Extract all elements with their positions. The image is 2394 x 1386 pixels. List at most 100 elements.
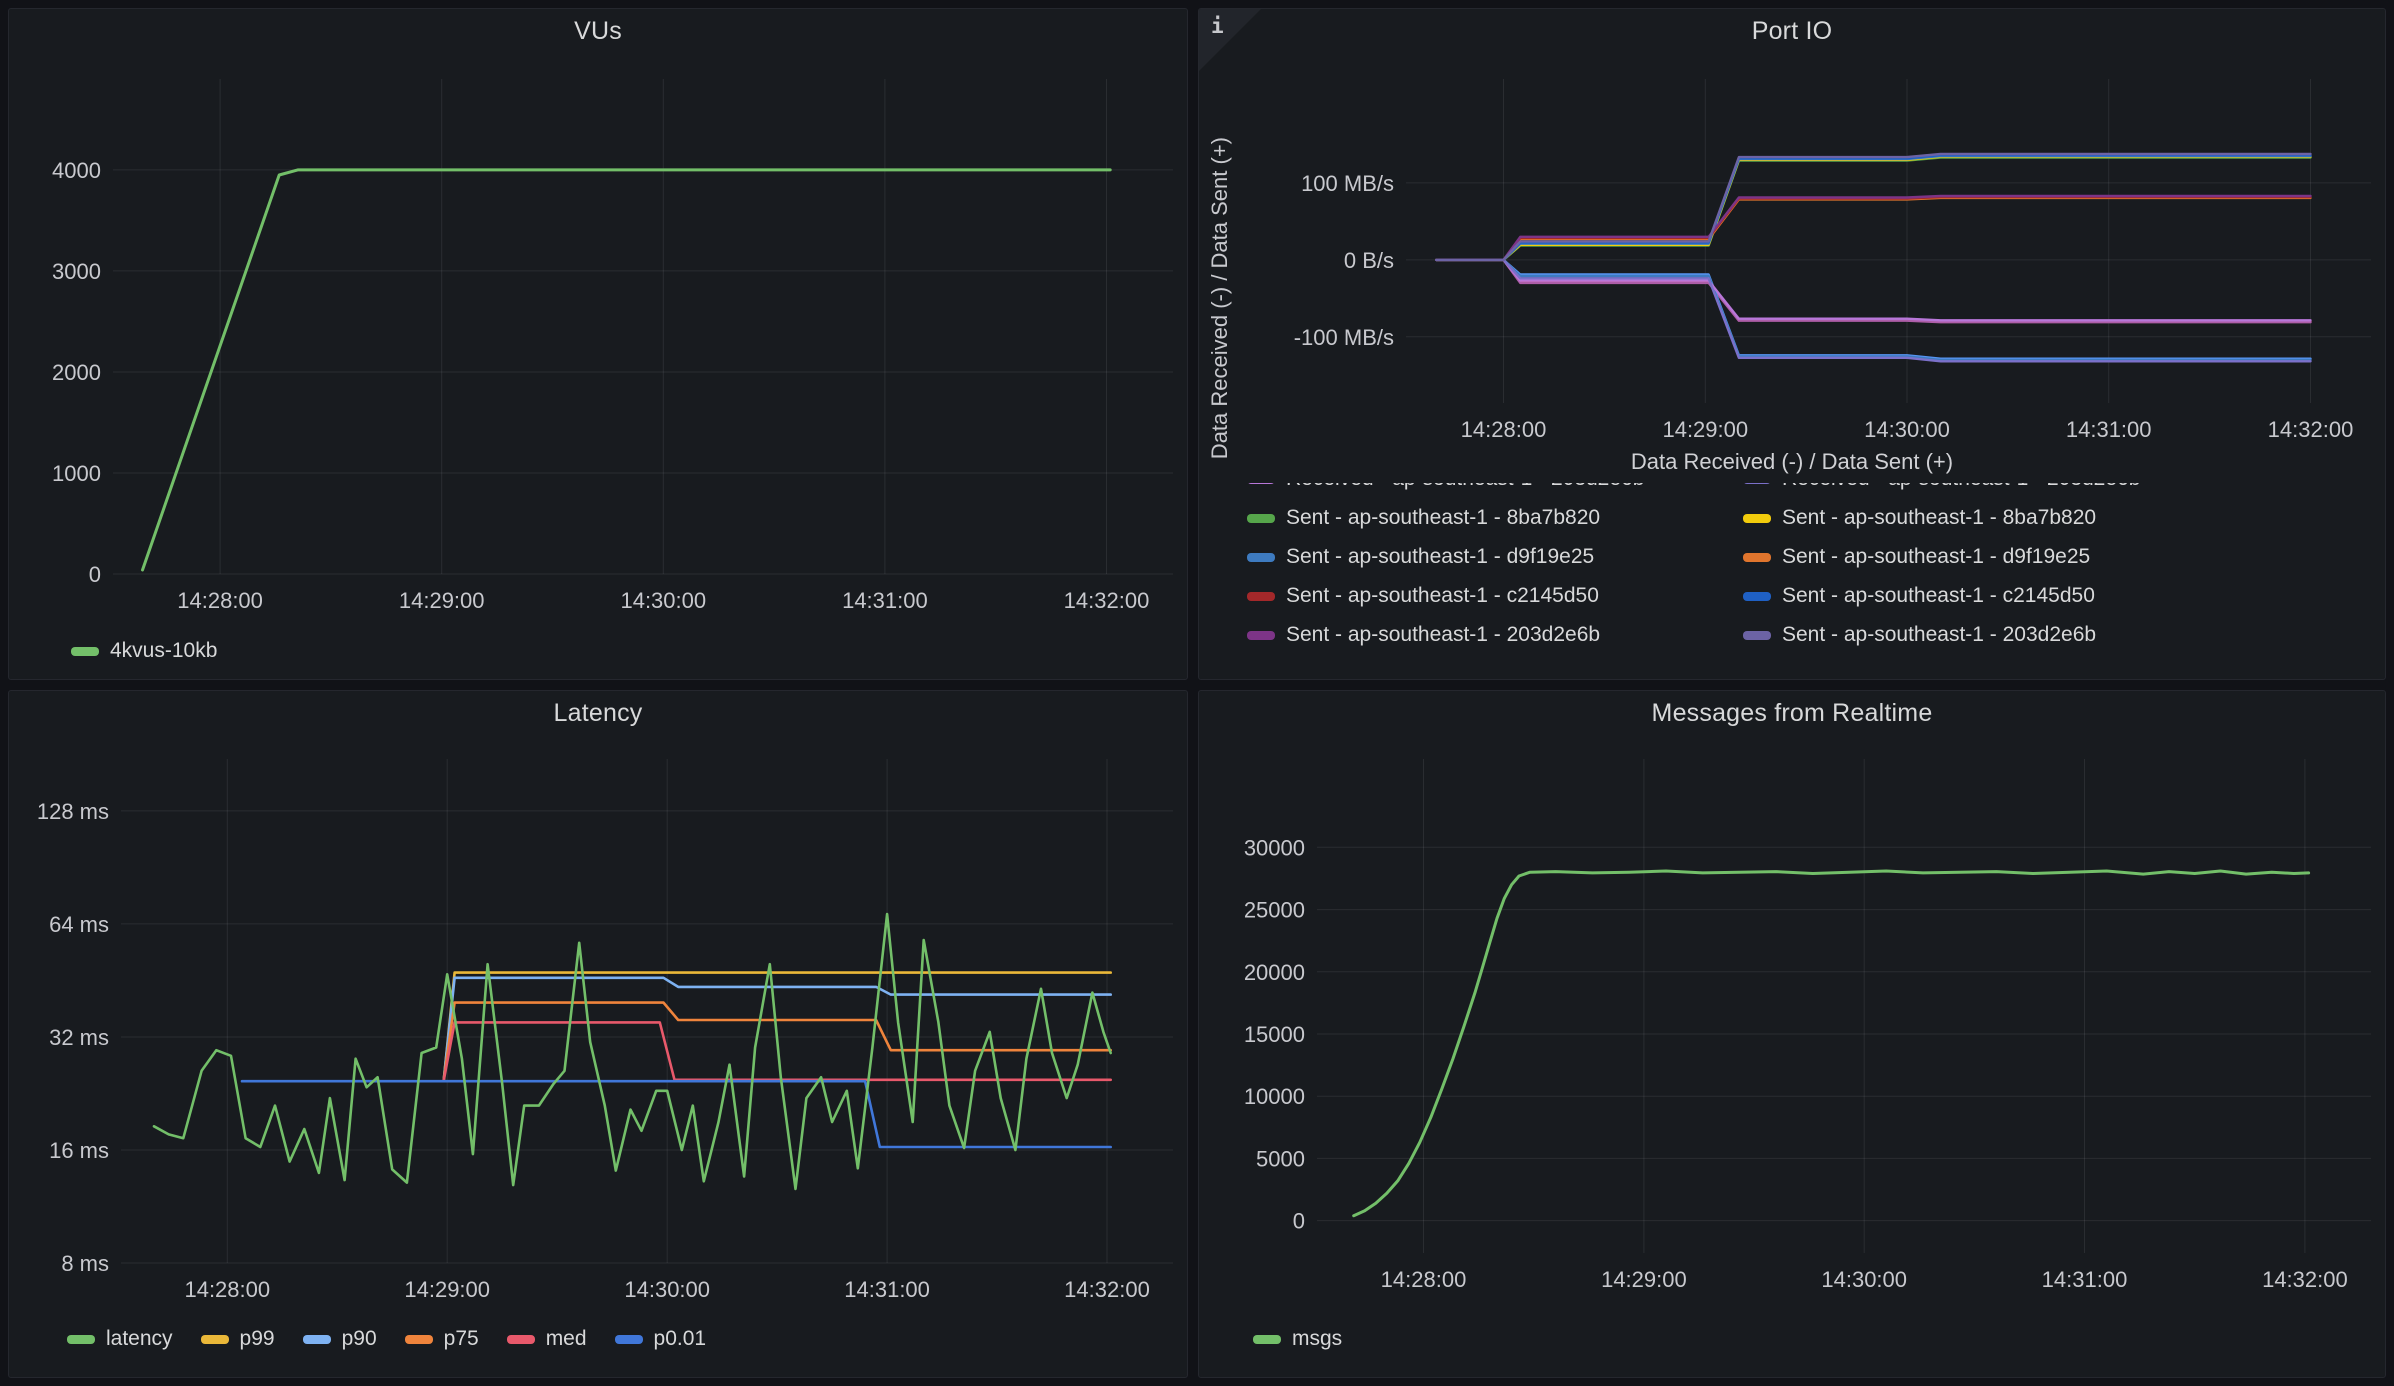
legend-item[interactable]: Sent - ap-southeast-1 - 203d2e6b (1247, 623, 1743, 647)
latency-chart[interactable]: 14:28:00 14:29:00 14:30:00 14:31:00 14:32:00… (9, 731, 1187, 1306)
series-received-ap-southeast-1-203d2e6b (1435, 258, 2312, 363)
legend-item[interactable]: p90 (302, 1327, 377, 1351)
legend-item[interactable]: p0.01 (614, 1327, 707, 1351)
legend-item[interactable]: Sent - ap-southeast-1 - c2145d50 (1247, 584, 1743, 608)
legend-label: med (545, 1327, 587, 1350)
legend-item[interactable]: Sent - ap-southeast-1 - c2145d50 (1743, 584, 2140, 608)
legend-label: p75 (443, 1327, 479, 1350)
svg-text:10000: 10000 (1244, 1084, 1305, 1109)
legend-swatch (1743, 591, 1771, 601)
series-sent-ap-southeast-1-d9f19e25 (1435, 154, 2312, 262)
legend-item[interactable]: Sent - ap-southeast-1 - 8ba7b820 (1743, 506, 2140, 530)
legend-swatch (1743, 483, 1771, 484)
legend-item[interactable]: Sent - ap-southeast-1 - d9f19e25 (1743, 545, 2140, 569)
svg-text:14:30:00: 14:30:00 (1821, 1267, 1907, 1292)
svg-text:0: 0 (89, 562, 101, 587)
svg-text:2000: 2000 (52, 360, 101, 385)
svg-text:14:31:00: 14:31:00 (2042, 1267, 2128, 1292)
series-sent-ap-southeast-1-203d2e6b (1435, 152, 2312, 262)
series-latency (152, 912, 1112, 1191)
legend-swatch (200, 1334, 229, 1344)
legend-label: Sent - ap-southeast-1 - c2145d50 (1286, 584, 1599, 607)
legend-swatch (1253, 1334, 1281, 1344)
legend-item[interactable]: 4kvus-10kb (71, 639, 217, 663)
legend-item[interactable]: Received - ap-southeast-1 - 203d2e6b (1247, 483, 1743, 491)
svg-text:25000: 25000 (1244, 898, 1305, 923)
legend-item[interactable]: msgs (1253, 1327, 1342, 1351)
svg-text:5000: 5000 (1256, 1146, 1305, 1171)
svg-text:14:29:00: 14:29:00 (1601, 1267, 1687, 1292)
legend-swatch (302, 1334, 331, 1344)
svg-text:-100 MB/s: -100 MB/s (1294, 325, 1394, 350)
legend-swatch (1247, 630, 1275, 640)
info-icon[interactable]: i (1211, 14, 1224, 38)
latency-legend: latency p99 p90 p75 med p0.01 (67, 1327, 706, 1351)
panel-title-messages[interactable]: Messages from Realtime (1651, 698, 1933, 727)
legend-label: Sent - ap-southeast-1 - 8ba7b820 (1286, 506, 1601, 529)
legend-item[interactable]: p75 (404, 1327, 479, 1351)
legend-swatch (1247, 552, 1275, 562)
legend-item[interactable]: Sent - ap-southeast-1 - d9f19e25 (1247, 545, 1743, 569)
svg-text:14:30:00: 14:30:00 (1864, 417, 1950, 442)
svg-text:4000: 4000 (52, 158, 101, 183)
series-msgs (1352, 869, 2311, 1218)
legend-label: Received - ap-southeast-1 - 203d2e6b (1286, 483, 1644, 491)
svg-text:0: 0 (1293, 1209, 1305, 1234)
legend-swatch (506, 1334, 535, 1344)
legend-swatch (67, 1334, 95, 1344)
legend-label: Received - ap-southeast-1 - 203d2e6b (1782, 483, 2140, 491)
svg-text:14:28:00: 14:28:00 (184, 1277, 270, 1302)
legend-label: p0.01 (653, 1327, 707, 1350)
panel-title-port-io[interactable]: Port IO (1751, 16, 1833, 45)
legend-label: Sent - ap-southeast-1 - 203d2e6b (1286, 623, 1601, 646)
panel-port-io: i Port IO Data Received (-) / Data Sent … (1198, 8, 2386, 680)
series-mirror-pink (1435, 258, 2312, 323)
svg-text:8 ms: 8 ms (61, 1251, 109, 1276)
port-io-chart[interactable]: 14:28:00 14:29:00 14:30:00 14:31:00 14:32:00… (1199, 49, 2385, 459)
panel-title-vus[interactable]: VUs (574, 16, 622, 45)
legend-item[interactable]: Sent - ap-southeast-1 - 8ba7b820 (1247, 506, 1743, 530)
series-mirror-lightblue (1435, 258, 2312, 360)
legend-swatch (1743, 513, 1771, 523)
svg-text:14:29:00: 14:29:00 (1662, 417, 1748, 442)
vus-chart[interactable]: 14:28:00 14:29:00 14:30:00 14:31:00 14:32:00… (9, 49, 1187, 624)
svg-text:14:32:00: 14:32:00 (1064, 1277, 1150, 1302)
messages-chart[interactable]: 14:28:00 14:29:00 14:30:00 14:31:00 14:32:00… (1199, 731, 2385, 1303)
legend-item[interactable]: med (506, 1327, 587, 1351)
series-sent-ap-southeast-1-c2145d50 (1435, 195, 2312, 262)
panel-info-corner[interactable] (1199, 9, 1261, 71)
svg-text:30000: 30000 (1244, 835, 1305, 860)
series-sent-ap-southeast-1-203d2e6b (1435, 194, 2312, 262)
legend-label: Sent - ap-southeast-1 - d9f19e25 (1782, 545, 2091, 568)
vus-legend: 4kvus-10kb (71, 639, 217, 663)
legend-item[interactable]: Sent - ap-southeast-1 - 203d2e6b (1743, 623, 2140, 647)
svg-text:3000: 3000 (52, 259, 101, 284)
svg-text:14:29:00: 14:29:00 (404, 1277, 490, 1302)
svg-text:14:31:00: 14:31:00 (842, 588, 928, 613)
legend-label: msgs (1292, 1327, 1343, 1350)
svg-text:32 ms: 32 ms (49, 1025, 109, 1050)
series-p75 (442, 1001, 1112, 1083)
legend-swatch (1247, 513, 1275, 523)
panel-messages: Messages from Realtime 14:28:00 14:29:00 1… (1198, 690, 2386, 1378)
legend-label: Sent - ap-southeast-1 - 8ba7b820 (1782, 506, 2097, 529)
panel-vus: VUs 14:28:00 14:29:00 14:30:00 14:31:00 14:3… (8, 8, 1188, 680)
legend-swatch (1743, 552, 1771, 562)
svg-text:14:31:00: 14:31:00 (2066, 417, 2152, 442)
svg-text:14:30:00: 14:30:00 (624, 1277, 710, 1302)
svg-text:128 ms: 128 ms (37, 799, 109, 824)
svg-text:1000: 1000 (52, 461, 101, 486)
legend-item[interactable]: p99 (200, 1327, 275, 1351)
svg-text:16 ms: 16 ms (49, 1138, 109, 1163)
svg-text:64 ms: 64 ms (49, 912, 109, 937)
legend-label: latency (106, 1327, 173, 1350)
panel-latency: Latency 14:28:00 14:29:00 14:30:00 14:31:00… (8, 690, 1188, 1378)
legend-item[interactable]: Received - ap-southeast-1 - 203d2e6b (1743, 483, 2140, 491)
port-io-legend: Received - ap-southeast-1 - 203d2e6b Rece… (1247, 483, 2365, 647)
series-p0.01 (240, 1079, 1112, 1149)
legend-swatch (1247, 483, 1275, 484)
legend-item[interactable]: latency (67, 1327, 173, 1351)
legend-label: 4kvus-10kb (110, 639, 218, 662)
panel-title-latency[interactable]: Latency (553, 698, 643, 727)
